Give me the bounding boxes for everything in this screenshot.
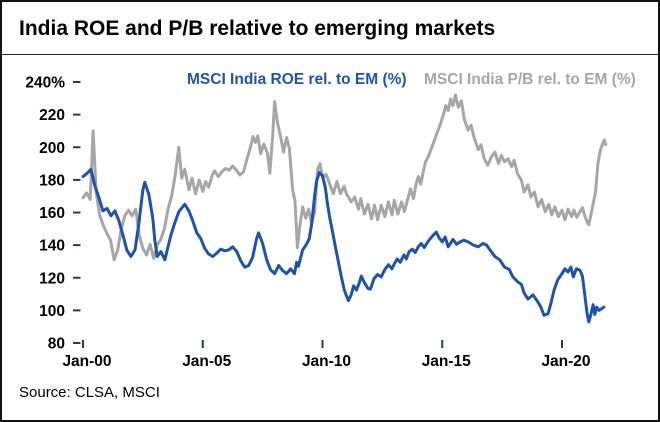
y-axis-tick-label: 220 [39, 107, 65, 124]
x-axis-tick-label: Jan-10 [302, 353, 351, 370]
x-axis-tick-label: Jan-05 [182, 353, 231, 370]
y-axis-tick-label: 100 [39, 303, 65, 320]
legend-label-pb: MSCI India P/B rel. to EM (%) [424, 71, 636, 88]
y-axis-tick-label: 80 [48, 336, 65, 353]
y-axis-tick-label: 240% [25, 75, 65, 92]
x-axis-tick-label: Jan-15 [422, 353, 471, 370]
y-axis-tick-label: 180 [39, 172, 65, 189]
y-axis-tick-label: 200 [39, 140, 65, 157]
series-line-roe [81, 167, 606, 324]
title-separator [2, 54, 658, 55]
legend-label-roe: MSCI India ROE rel. to EM (%) [187, 71, 407, 88]
y-axis-tick-label: 160 [39, 205, 65, 222]
y-axis-tick-label: 120 [39, 270, 65, 287]
x-axis-tick-label: Jan-00 [62, 353, 111, 370]
y-axis-tick-label: 140 [39, 238, 65, 255]
x-axis-tick-label: Jan-20 [541, 353, 590, 370]
chart-title: India ROE and P/B relative to emerging m… [19, 17, 496, 40]
series-line-pb [81, 93, 608, 262]
source-note: Source: CLSA, MSCI [19, 384, 160, 401]
